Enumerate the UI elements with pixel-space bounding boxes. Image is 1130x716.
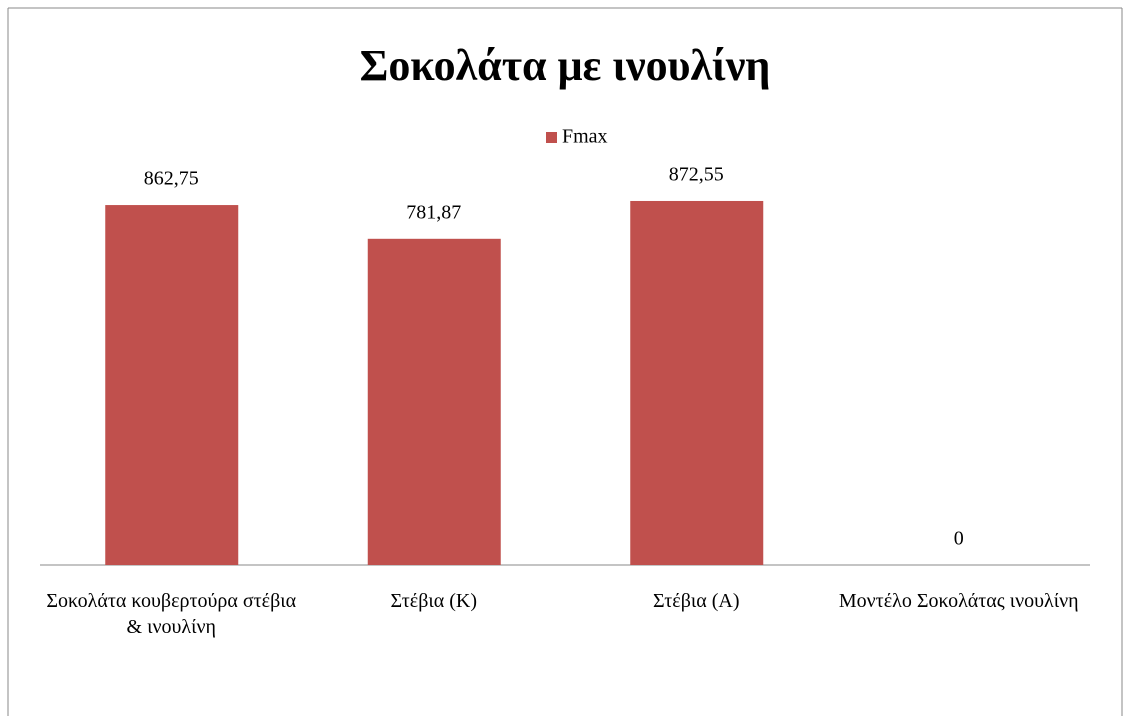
x-tick-label: Μοντέλο Σοκολάτας ινουλίνη	[838, 590, 1079, 612]
legend-label: Fmax	[562, 126, 608, 148]
legend-swatch	[546, 132, 557, 143]
data-label: 862,75	[144, 168, 199, 190]
chart-title: Σοκολάτα με ινουλίνη	[360, 41, 771, 90]
bar	[630, 200, 764, 565]
bar	[105, 205, 239, 565]
x-tick-label: Σοκολάτα κουβερτούρα στέβια & ινουλίνη	[46, 590, 297, 638]
data-label: 872,55	[669, 164, 724, 186]
bar	[367, 238, 501, 565]
data-label: 0	[954, 528, 964, 550]
x-tick-label: Στέβια (Α)	[652, 590, 740, 612]
x-tick-label: Στέβια (Κ)	[390, 590, 477, 612]
data-label: 781,87	[406, 201, 461, 223]
